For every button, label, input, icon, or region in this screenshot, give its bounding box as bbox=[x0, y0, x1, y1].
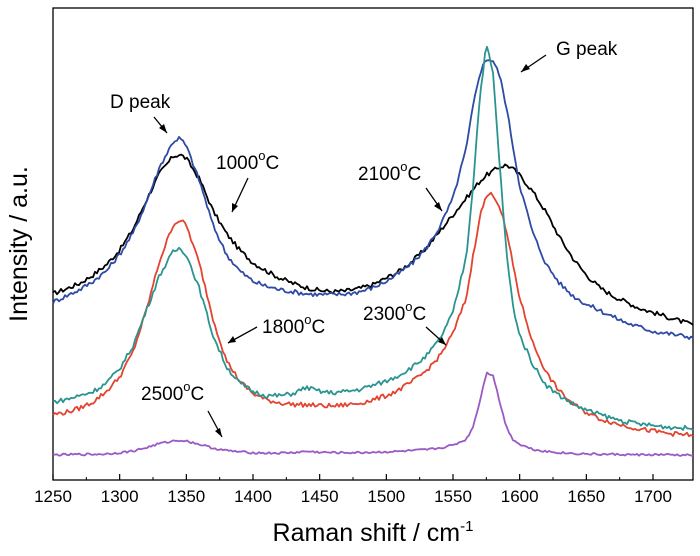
arrow-2500c bbox=[207, 410, 223, 438]
x-tick-label: 1350 bbox=[167, 487, 205, 506]
x-tick-label: 1400 bbox=[234, 487, 272, 506]
x-axis-ticks: 1250 1300 1350 1400 1450 1500 1550 1600 1650 1700 bbox=[34, 474, 672, 506]
x-tick-label: 1700 bbox=[634, 487, 672, 506]
x-axis-label-superscript: -1 bbox=[460, 518, 473, 535]
arrow-g-peak bbox=[520, 54, 547, 73]
series-group bbox=[52, 45, 694, 457]
annotation-1000c: 1000oC bbox=[216, 148, 279, 174]
x-axis-label: Raman shift / cm-1 bbox=[273, 518, 474, 547]
x-tick-label: 1450 bbox=[301, 487, 339, 506]
x-tick-label: 1650 bbox=[567, 487, 605, 506]
arrow-2100c bbox=[425, 187, 443, 212]
arrow-1800c bbox=[227, 326, 258, 344]
arrow-2300c bbox=[425, 326, 447, 346]
x-tick-label: 1600 bbox=[501, 487, 539, 506]
x-tick-label: 1300 bbox=[101, 487, 139, 506]
x-tick-label: 1250 bbox=[34, 487, 72, 506]
series-line-c1000 bbox=[52, 153, 694, 326]
series-line-c1800 bbox=[52, 191, 694, 438]
annotation-2300c: 2300oC bbox=[363, 299, 426, 325]
annotation-2100c: 2100oC bbox=[358, 159, 421, 185]
series-line-c2500 bbox=[52, 371, 694, 457]
series-line-c2100 bbox=[52, 59, 694, 341]
y-axis-label: Intensity / a.u. bbox=[5, 166, 33, 322]
series-line-c2300 bbox=[52, 45, 694, 431]
x-tick-label: 1550 bbox=[434, 487, 472, 506]
annotation-1800c: 1800oC bbox=[262, 312, 325, 338]
arrow-1000c bbox=[231, 177, 249, 213]
x-tick-label: 1500 bbox=[367, 487, 405, 506]
arrow-d-peak bbox=[153, 116, 168, 134]
annotation-2500c: 2500oC bbox=[141, 379, 204, 405]
annotation-d-peak: D peak bbox=[110, 92, 171, 113]
annotation-g-peak: G peak bbox=[556, 39, 618, 60]
plot-frame bbox=[52, 7, 694, 481]
